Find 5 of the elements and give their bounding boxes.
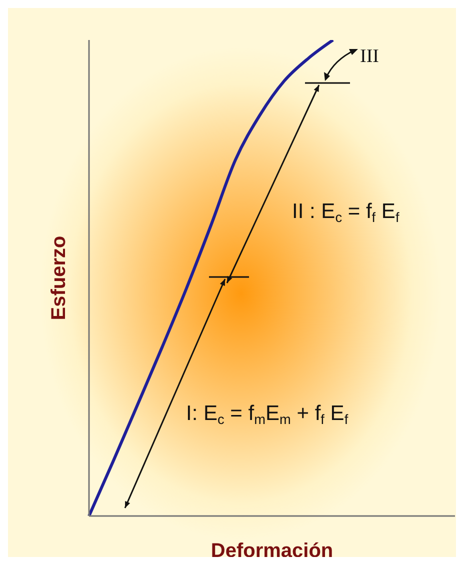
x-axis-title: Deformación	[210, 540, 334, 562]
annotation: II : E$_{c}$ = f$_{f}$ E$_{f}$	[292, 200, 400, 226]
y-axis-title: Esfuerzo	[48, 236, 70, 320]
annotation: III	[360, 46, 379, 67]
text: I: E$_{c}$ = f$_{m}$E$_{m}$ + f$_{f}$ E$_{f}$	[186, 402, 348, 428]
